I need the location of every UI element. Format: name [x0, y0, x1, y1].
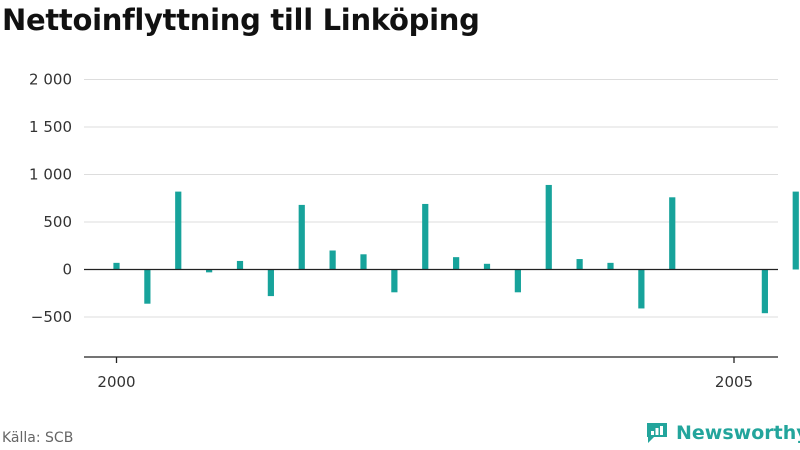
- bar: [576, 259, 583, 270]
- bar: [236, 260, 244, 270]
- x-tick-label: 2000: [97, 373, 135, 391]
- y-tick-label: −500: [31, 308, 72, 326]
- bar: [514, 269, 521, 293]
- bar: [638, 269, 645, 309]
- bar: [607, 262, 614, 270]
- bar: [545, 184, 552, 270]
- bar: [113, 262, 120, 270]
- bar: [175, 191, 182, 270]
- chart-title: Nettoinflyttning till Linköping: [2, 3, 480, 37]
- source-label: Källa: SCB: [2, 430, 74, 446]
- y-tick-label: 1 500: [29, 118, 72, 136]
- bar: [483, 263, 491, 270]
- bar: [422, 203, 429, 270]
- newsworthy-logo-icon: [647, 423, 667, 443]
- bars: [113, 184, 799, 314]
- y-tick-label: 0: [62, 261, 72, 279]
- bar: [761, 269, 768, 314]
- brand-logo[interactable]: Newsworthy: [644, 420, 800, 446]
- bar: [206, 269, 213, 273]
- bar: [453, 257, 460, 270]
- bar: [391, 269, 398, 293]
- y-tick-label: 1 000: [29, 166, 72, 184]
- bar: [792, 191, 799, 270]
- bar: [298, 204, 305, 270]
- bar: [267, 269, 274, 297]
- bar: [669, 197, 676, 270]
- y-tick-label: 2 000: [29, 71, 72, 89]
- gridlines: [84, 79, 778, 318]
- bar: [144, 269, 151, 304]
- bar: [360, 254, 367, 270]
- x-tick-label: 2005: [715, 373, 753, 391]
- bar: [329, 250, 336, 270]
- y-tick-label: 500: [43, 213, 72, 231]
- brand-name: Newsworthy: [676, 422, 800, 444]
